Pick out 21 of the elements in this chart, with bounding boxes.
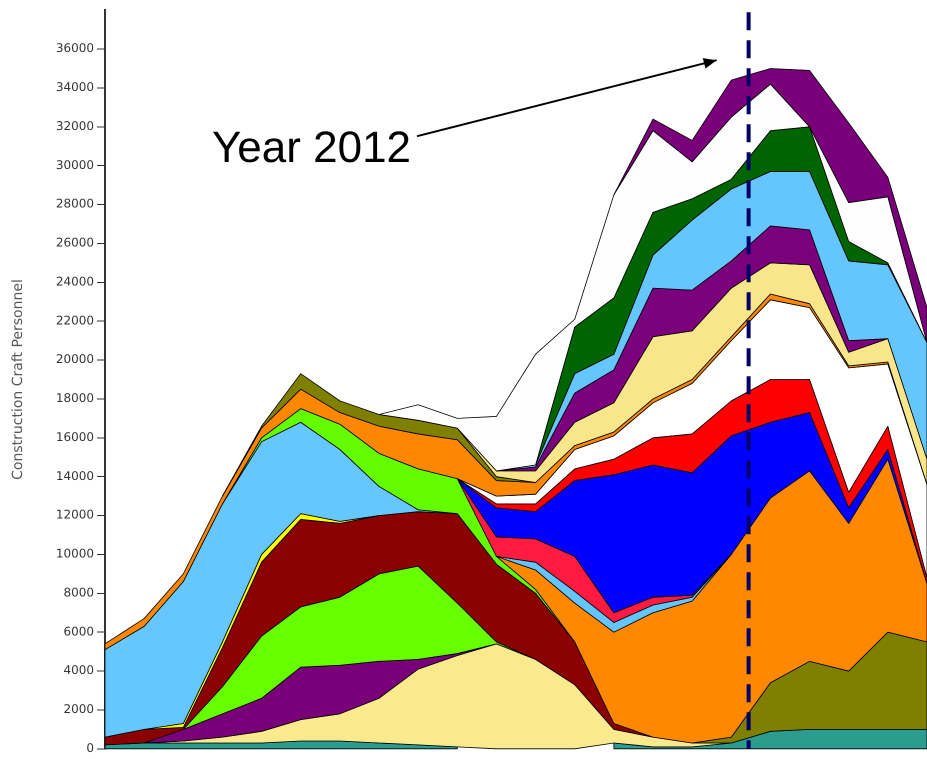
y-tick-label: 26000: [56, 236, 94, 250]
y-tick-label: 22000: [56, 313, 94, 328]
y-tick-label: 18000: [56, 391, 94, 406]
y-tick-label: 36000: [56, 41, 94, 56]
y-tick-label: 0: [86, 740, 94, 755]
y-tick-label: 8000: [63, 585, 94, 600]
y-tick-label: 34000: [56, 80, 94, 94]
y-tick-label: 4000: [63, 663, 94, 678]
y-tick-label: 6000: [63, 624, 94, 638]
y-tick-label: 10000: [56, 546, 94, 561]
y-tick-label: 28000: [56, 196, 94, 211]
y-tick-label: 24000: [56, 274, 94, 288]
y-tick-label: 16000: [56, 430, 94, 444]
y-tick-label: 14000: [56, 468, 94, 483]
y-tick-label: 30000: [56, 158, 94, 172]
y-tick-label: 32000: [56, 118, 94, 133]
y-tick-label: 12000: [56, 508, 94, 522]
y-tick-label: 2000: [63, 702, 94, 716]
y-axis-title: Construction Craft Personnel: [10, 279, 26, 480]
annotation: Year 2012: [212, 123, 412, 172]
y-tick-label: 20000: [56, 352, 94, 366]
